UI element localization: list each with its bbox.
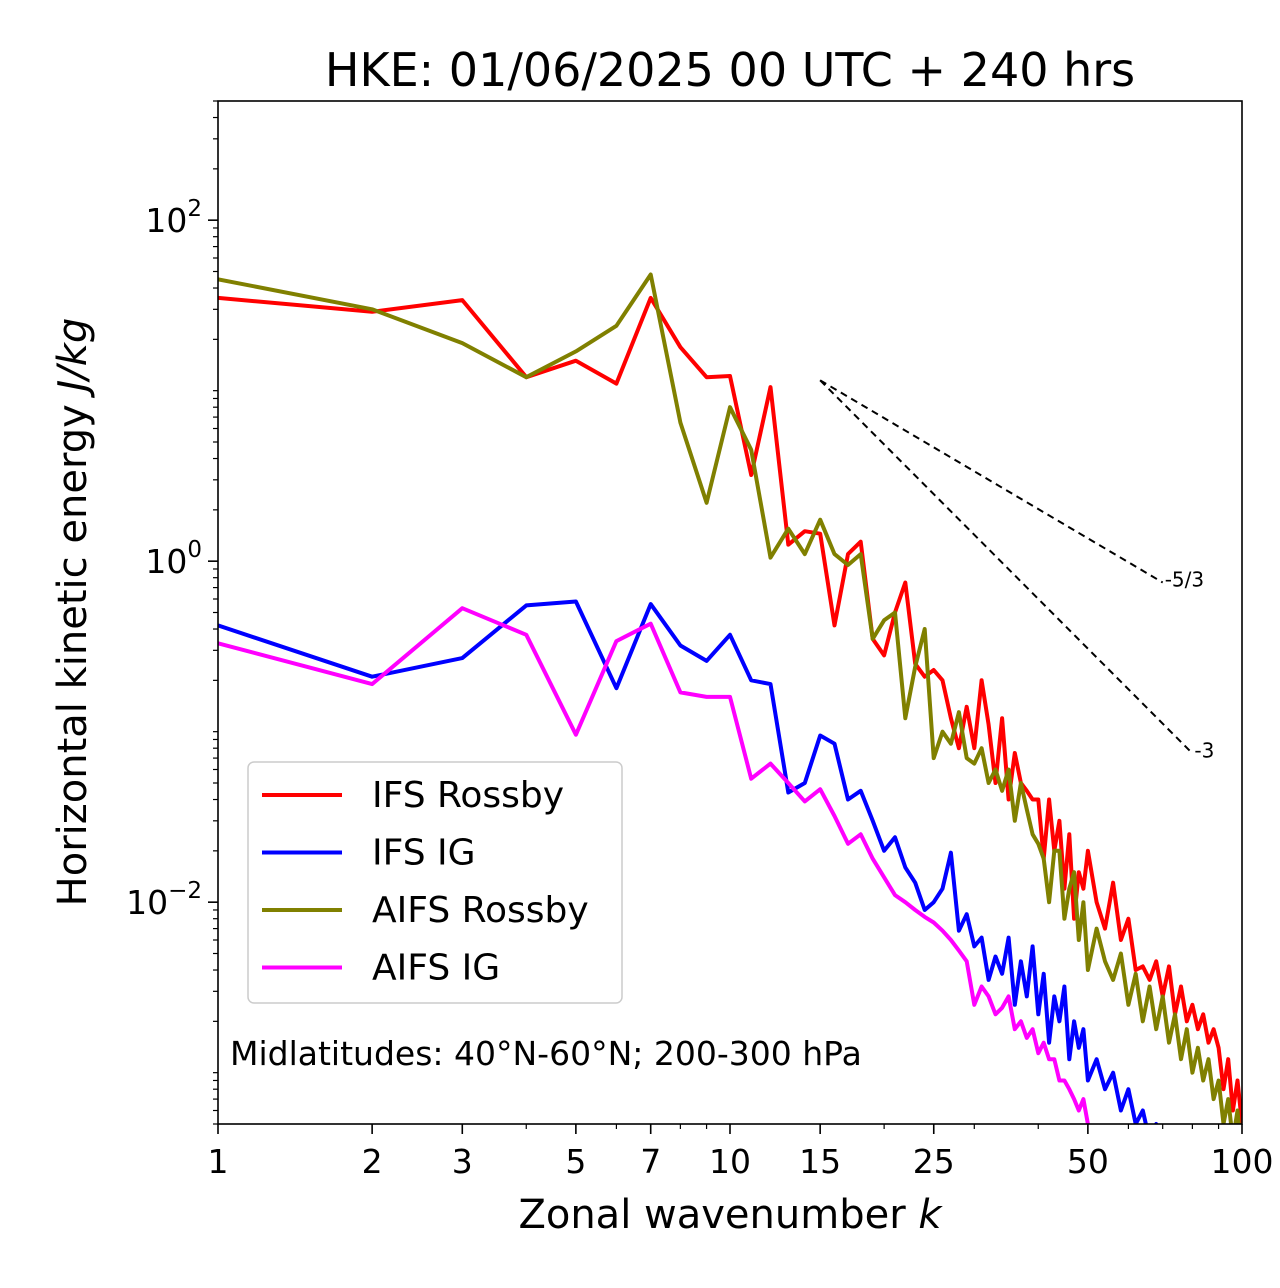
x-axis-ticks: 1 2 3 5 7 10 15 25 50 100 [208, 1124, 1274, 1181]
y-tick-exponent: 2 [187, 196, 202, 222]
legend: IFS Rossby IFS IG AIFS Rossby AIFS IG [247, 761, 623, 1004]
x-tick-label: 1 [208, 1142, 229, 1181]
y-tick-exponent: −2 [168, 878, 202, 904]
y-tick-exponent: 0 [187, 537, 202, 563]
region-annotation: Midlatitudes: 40°N-60°N; 200-300 hPa [230, 1034, 862, 1073]
slope-3-line [819, 379, 1194, 755]
y-axis-label-unit: J/kg [50, 318, 96, 399]
slope-3-label: -3 [1194, 738, 1214, 762]
x-tick-label: 10 [709, 1142, 751, 1181]
series-layer [218, 272, 1242, 1124]
y-tick-label: 100 [145, 537, 202, 581]
x-tick-label: 3 [452, 1142, 473, 1181]
y-tick-base: 10 [145, 542, 187, 581]
y-tick-base: 10 [126, 883, 168, 922]
series-line-aifs-rossby [218, 272, 1241, 1124]
series-line-aifs-ig [218, 606, 1091, 1124]
y-tick-base: 10 [145, 201, 187, 240]
slope-5-3-line [819, 379, 1164, 584]
y-axis-label-text: Horizontal kinetic energy [50, 392, 96, 907]
x-tick-label: 25 [913, 1142, 955, 1181]
x-tick-label: 7 [640, 1142, 661, 1181]
legend-label-ifs-rossby: IFS Rossby [372, 775, 564, 816]
reference-slopes: -5/3 -3 [819, 379, 1214, 762]
slope-5-3-label: -5/3 [1165, 567, 1204, 591]
x-axis-label-variable: k [918, 1192, 943, 1238]
legend-items: IFS Rossby IFS IG AIFS Rossby AIFS IG [262, 775, 589, 989]
x-tick-label: 5 [565, 1142, 586, 1181]
x-axis-label: Zonal wavenumber k [518, 1192, 943, 1238]
legend-label-aifs-rossby: AIFS Rossby [372, 890, 589, 931]
legend-label-ifs-ig: IFS IG [372, 833, 476, 874]
legend-label-aifs-ig: AIFS IG [372, 948, 500, 989]
y-tick-label: 10−2 [126, 878, 202, 922]
x-tick-label: 2 [362, 1142, 383, 1181]
x-tick-label: 50 [1067, 1142, 1109, 1181]
x-tick-label: 100 [1211, 1142, 1274, 1181]
legend-box [247, 761, 623, 1004]
x-tick-label: 15 [799, 1142, 841, 1181]
y-axis-label: Horizontal kinetic energy J/kg [50, 318, 96, 907]
y-tick-label: 102 [145, 196, 202, 240]
chart-title: HKE: 01/06/2025 00 UTC + 240 hrs [325, 43, 1135, 97]
x-axis-label-text: Zonal wavenumber [518, 1192, 918, 1238]
